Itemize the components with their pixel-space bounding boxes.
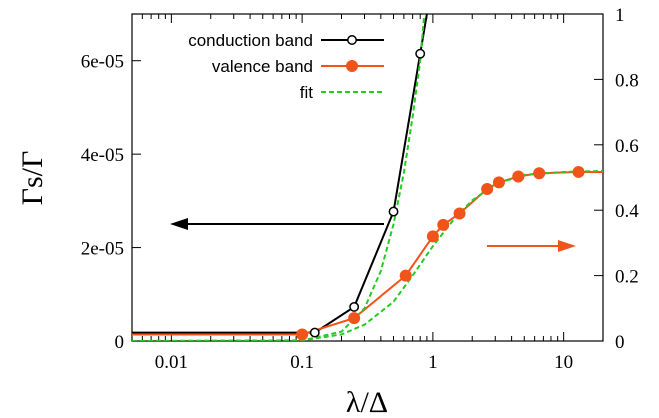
legend-marker — [346, 60, 358, 72]
legend-marker — [347, 35, 357, 45]
series-line-0 — [132, 14, 428, 334]
y-right-tick-label: 0.6 — [615, 136, 639, 157]
arrow-right-axis-head — [558, 240, 576, 252]
series-layer — [132, 14, 603, 341]
y-left-tick-label: 4e-05 — [81, 145, 124, 166]
x-tick-label: 1 — [428, 352, 438, 373]
x-axis-title: λ/Δ — [346, 386, 388, 418]
y-left-tick-label: 6e-05 — [81, 52, 124, 73]
data-point — [309, 327, 320, 338]
legend: conduction band valence band fit — [188, 31, 384, 102]
data-point — [426, 230, 439, 243]
annotations — [170, 218, 576, 252]
x-tick-label: 0.1 — [290, 352, 314, 373]
series-line-3 — [132, 14, 426, 341]
legend-label: fit — [300, 83, 314, 102]
data-point — [512, 170, 525, 183]
data-point — [399, 269, 412, 282]
data-point — [481, 182, 494, 195]
data-point — [349, 301, 360, 312]
data-point — [533, 167, 546, 180]
data-point — [348, 312, 361, 325]
legend-label: conduction band — [188, 31, 313, 50]
y-right-tick-label: 0.4 — [615, 201, 639, 222]
data-point — [453, 207, 466, 220]
x-tick-label: 0.01 — [155, 352, 188, 373]
y-axis-title: Γs/Γ — [16, 151, 49, 206]
data-point — [415, 48, 426, 59]
plot-frame — [131, 13, 604, 342]
data-point — [437, 218, 450, 231]
x-tick-label: 10 — [554, 352, 573, 373]
series-line-2 — [132, 169, 603, 341]
series-line-1 — [132, 170, 603, 336]
ticks-layer: 0.01 0.1 1 10 0 2e-05 4e-05 6e-05 0 0.2 0.4 0.6 0.8 1 — [81, 5, 640, 373]
arrow-left-axis-head — [170, 218, 188, 230]
y-left-tick-label: 0 — [115, 332, 125, 353]
data-point — [296, 328, 309, 341]
data-point — [572, 165, 585, 178]
legend-label: valence band — [212, 57, 313, 76]
data-point — [388, 206, 399, 217]
y-right-tick-label: 1 — [615, 5, 625, 26]
data-point — [492, 176, 505, 189]
y-left-tick-label: 2e-05 — [81, 239, 124, 260]
y-right-tick-label: 0.2 — [615, 267, 639, 288]
y-right-tick-label: 0 — [615, 332, 625, 353]
y-right-tick-label: 0.8 — [615, 70, 639, 91]
